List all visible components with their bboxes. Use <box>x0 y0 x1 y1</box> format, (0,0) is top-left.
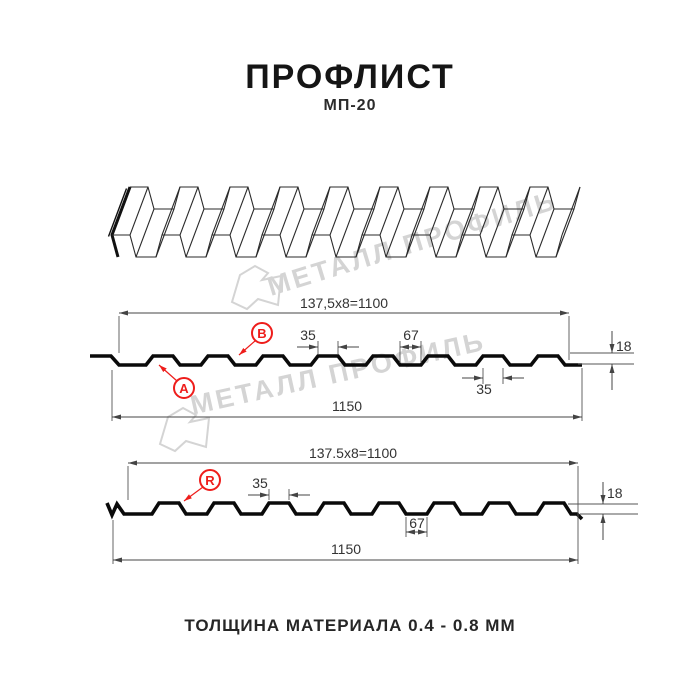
dim-working-width-bottom: 137.5x8=1100 <box>127 445 579 564</box>
profile-model-subtitle: МП-20 <box>323 97 377 114</box>
dim-text-working-width-bottom: 137.5x8=1100 <box>309 445 397 461</box>
dim-text-height-bottom: 18 <box>607 485 623 501</box>
dim-working-width-top: 137,5x8=1100 <box>118 295 570 360</box>
dim-text-valley-width-bottom: 67 <box>409 515 425 531</box>
dim-full-width-top: 1150 <box>111 368 583 421</box>
label-a-text: A <box>179 381 189 396</box>
dim-height-bottom: 18 <box>568 482 638 540</box>
bottom-profile-diagram: 137.5x8=1100 35 67 <box>105 445 638 564</box>
dim-text-rib-top-width-bottom: 35 <box>252 475 268 491</box>
label-r-text: R <box>205 473 215 488</box>
brand-watermark-text: МЕТАЛЛ ПРОФИЛЬ <box>264 185 561 302</box>
dim-text-rib-top-width-top: 35 <box>300 327 316 343</box>
page-title: ПРОФЛИСТ <box>245 58 455 96</box>
top-profile-outline <box>90 354 582 367</box>
side-label-r: R <box>183 469 221 502</box>
dim-rib-bottom-width-top: 35 <box>462 368 524 397</box>
label-a-badge <box>173 377 195 399</box>
material-thickness-note: ТОЛЩИНА МАТЕРИАЛА 0.4 - 0.8 ММ <box>184 616 516 635</box>
dim-valley-width-top: 67 <box>399 327 422 363</box>
dim-height-top: 18 <box>570 331 634 390</box>
sheet-end-edge <box>110 186 132 258</box>
dim-text-full-width-bottom: 1150 <box>331 541 361 557</box>
sheet-3d-view <box>107 186 581 258</box>
sheet-end-edge-inner <box>107 188 128 237</box>
side-label-a: A <box>158 364 195 399</box>
dim-text-full-width-top: 1150 <box>332 398 362 414</box>
label-r-badge <box>199 469 221 491</box>
dim-valley-width-bottom: 67 <box>405 515 428 537</box>
dim-rib-top-width-top: 35 <box>297 327 359 354</box>
bottom-profile-outline <box>105 500 584 521</box>
dim-rib-top-width-bottom: 35 <box>248 475 310 500</box>
dim-full-width-bottom: 1150 <box>112 520 578 564</box>
side-label-b: B <box>238 322 273 356</box>
dim-text-valley-width-top: 67 <box>403 327 419 343</box>
label-b-badge <box>251 322 273 344</box>
brand-watermark-top: МЕТАЛЛ ПРОФИЛЬ <box>231 185 561 310</box>
dim-text-working-width-top: 137,5x8=1100 <box>300 295 388 311</box>
label-b-text: B <box>257 326 266 341</box>
top-profile-diagram: 137,5x8=1100 35 67 <box>90 295 634 421</box>
brand-watermark-middle: МЕТАЛЛ ПРОФИЛЬ <box>159 326 488 452</box>
dim-text-height-top: 18 <box>616 338 632 354</box>
dim-text-rib-bottom-width-top: 35 <box>476 381 492 397</box>
